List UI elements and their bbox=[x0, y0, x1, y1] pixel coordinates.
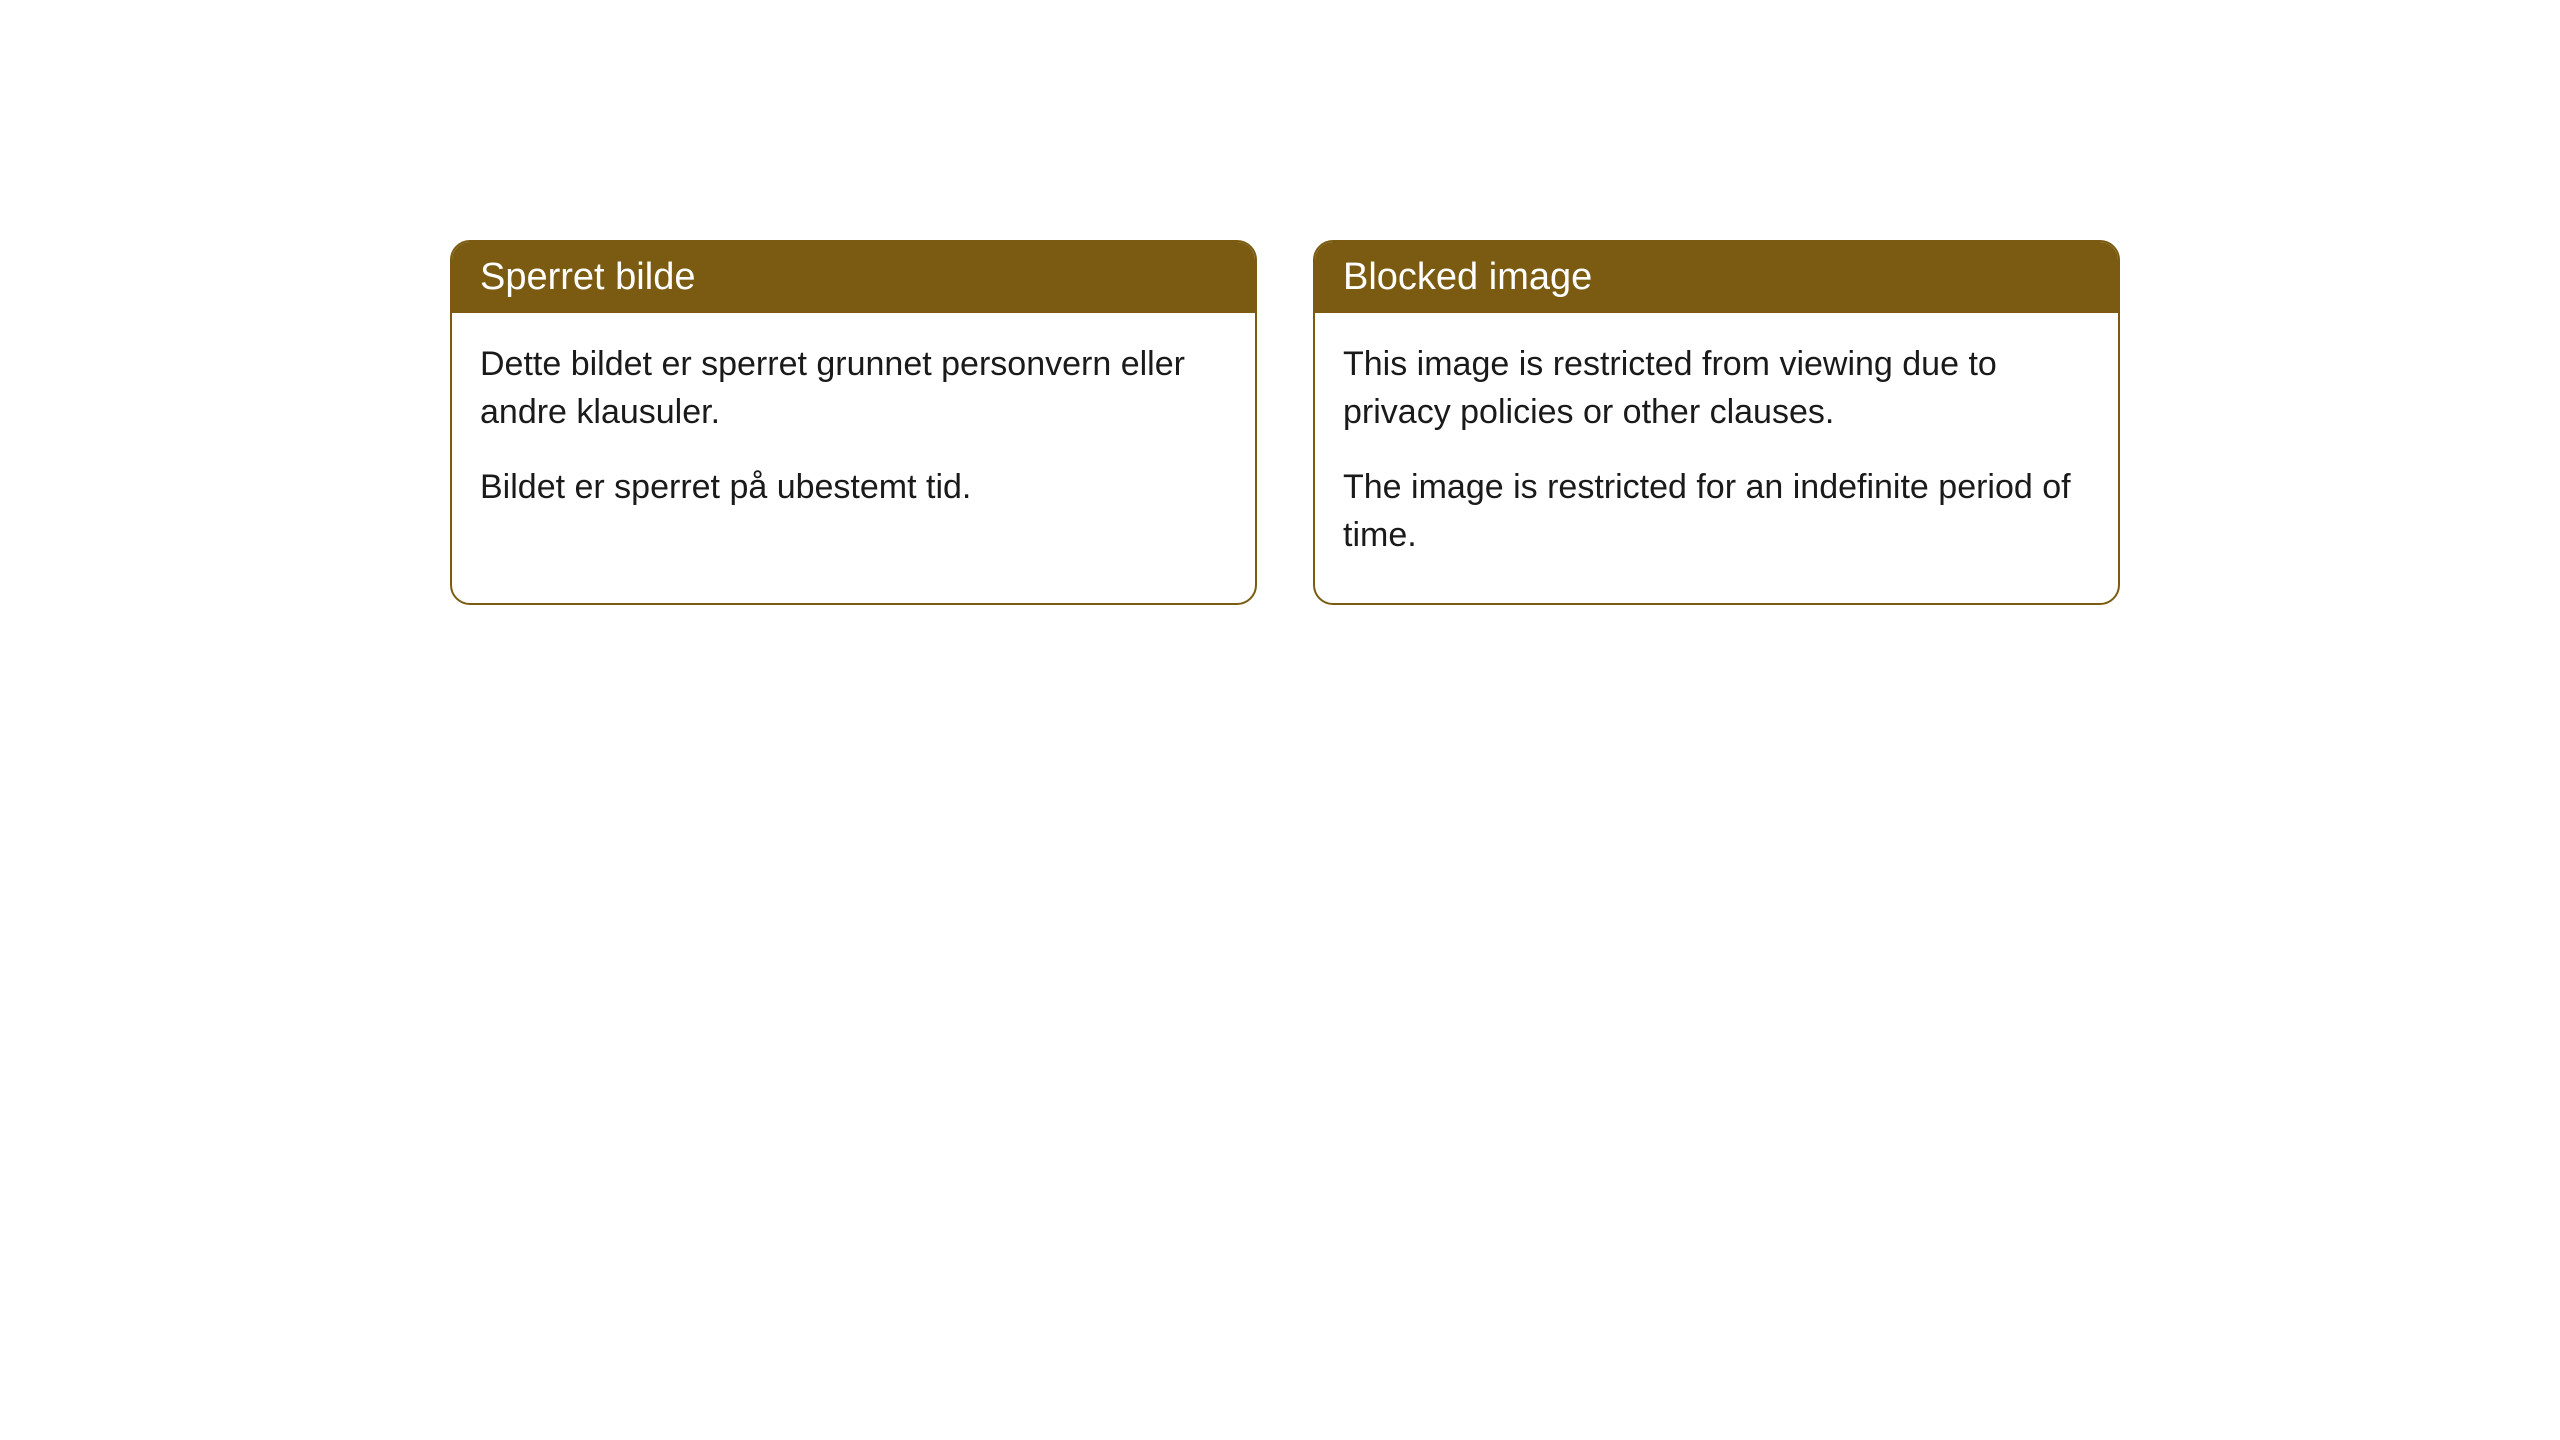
card-body-en: This image is restricted from viewing du… bbox=[1315, 313, 2118, 603]
card-paragraph-1-en: This image is restricted from viewing du… bbox=[1343, 341, 2090, 436]
card-header-en: Blocked image bbox=[1315, 242, 2118, 313]
card-body-no: Dette bildet er sperret grunnet personve… bbox=[452, 313, 1255, 556]
card-paragraph-1-no: Dette bildet er sperret grunnet personve… bbox=[480, 341, 1227, 436]
card-paragraph-2-no: Bildet er sperret på ubestemt tid. bbox=[480, 464, 1227, 512]
card-paragraph-2-en: The image is restricted for an indefinit… bbox=[1343, 464, 2090, 559]
notice-cards-container: Sperret bilde Dette bildet er sperret gr… bbox=[450, 240, 2120, 605]
card-header-no: Sperret bilde bbox=[452, 242, 1255, 313]
blocked-image-card-en: Blocked image This image is restricted f… bbox=[1313, 240, 2120, 605]
blocked-image-card-no: Sperret bilde Dette bildet er sperret gr… bbox=[450, 240, 1257, 605]
